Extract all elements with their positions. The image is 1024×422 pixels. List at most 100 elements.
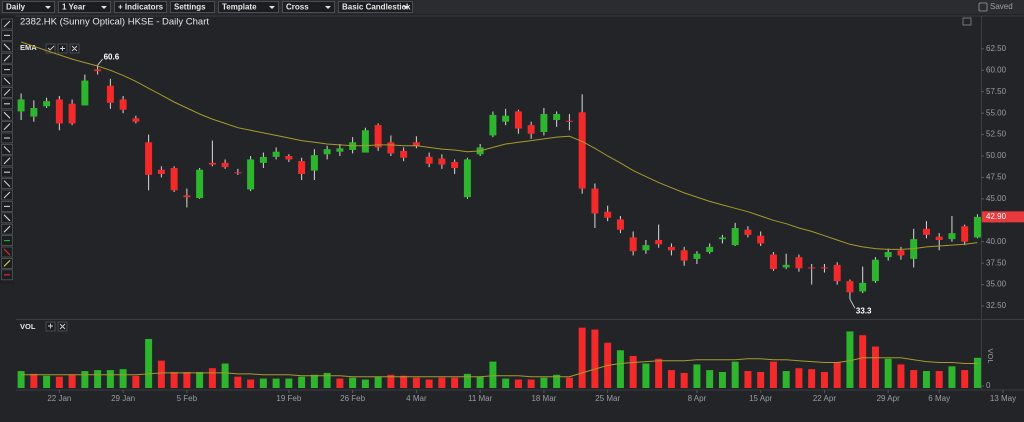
candle-body bbox=[298, 161, 306, 174]
volume-bar bbox=[616, 350, 624, 388]
volume-bar bbox=[629, 355, 637, 388]
button-frame bbox=[218, 1, 279, 13]
candle-body bbox=[884, 252, 892, 258]
volume-bar bbox=[310, 374, 318, 388]
volume-bar bbox=[336, 378, 344, 388]
indicator-controls[interactable] bbox=[45, 43, 80, 54]
save-icon bbox=[978, 2, 988, 12]
candle-body bbox=[30, 108, 38, 117]
volume-bar bbox=[948, 366, 956, 388]
volume-bar bbox=[476, 376, 484, 388]
volume-bar bbox=[540, 377, 548, 388]
candle-body bbox=[795, 257, 803, 269]
volume-bar bbox=[400, 375, 408, 388]
x-tick-label: 29 Apr bbox=[877, 394, 900, 403]
candle-body bbox=[489, 114, 497, 136]
volume-bar bbox=[247, 379, 255, 388]
toolbar-button[interactable]: Template bbox=[218, 1, 279, 13]
candle-body bbox=[565, 120, 573, 122]
toolbar-button[interactable]: Basic Candlestick bbox=[338, 1, 413, 13]
candle-body bbox=[897, 250, 905, 256]
volume-bar bbox=[769, 361, 777, 388]
candle-body bbox=[629, 237, 637, 252]
button-frame bbox=[170, 1, 215, 13]
candle-body bbox=[514, 111, 522, 129]
candle-body bbox=[387, 142, 395, 154]
candle-body bbox=[361, 130, 369, 153]
volume-bar bbox=[502, 378, 510, 388]
annotation-leader bbox=[849, 298, 856, 309]
volume-bar bbox=[731, 361, 739, 388]
last-price-tag bbox=[982, 211, 1024, 223]
volume-bar bbox=[349, 377, 357, 388]
volume-controls[interactable] bbox=[45, 321, 68, 332]
volume-bar bbox=[782, 371, 790, 388]
candle-body bbox=[68, 103, 76, 124]
y-tick-label: 35.00 bbox=[986, 280, 1007, 289]
candle-body bbox=[769, 254, 777, 270]
dropdown-arrow bbox=[269, 6, 275, 9]
annotation-label: 60.6 bbox=[104, 52, 120, 61]
x-tick-label: 15 Apr bbox=[749, 394, 772, 403]
candle-body bbox=[578, 112, 586, 189]
volume-bar bbox=[680, 372, 688, 388]
toolbar-button[interactable]: + Indicators bbox=[114, 1, 167, 13]
candle-body bbox=[157, 169, 165, 174]
volume-bar bbox=[81, 371, 89, 388]
candle-body bbox=[553, 114, 561, 120]
candle-body bbox=[336, 148, 344, 152]
candle-body bbox=[706, 246, 714, 252]
volume-bar bbox=[387, 374, 395, 388]
volume-bar bbox=[438, 377, 446, 388]
volume-bar bbox=[859, 335, 867, 388]
volume-bar bbox=[221, 363, 229, 388]
volume-bar bbox=[910, 370, 918, 388]
volume-bar bbox=[973, 357, 981, 388]
candle-body bbox=[591, 188, 599, 214]
tool-icon bbox=[3, 123, 11, 130]
x-tick-label: 4 Mar bbox=[406, 394, 427, 403]
volume-bar bbox=[489, 361, 497, 388]
button-frame bbox=[2, 1, 55, 13]
candle-body bbox=[94, 69, 102, 72]
volume-bar bbox=[718, 371, 726, 388]
volume-bar bbox=[323, 372, 331, 388]
volume-axis-title: VOL bbox=[986, 348, 995, 363]
y-tick-label: 47.50 bbox=[986, 173, 1007, 182]
volume-label[interactable]: VOL bbox=[20, 322, 36, 331]
volume-bar bbox=[935, 371, 943, 388]
toolbar-button[interactable]: Settings bbox=[170, 1, 215, 13]
save-status: Saved bbox=[990, 2, 1013, 11]
button-label: Template bbox=[222, 3, 257, 12]
y-tick-label: 52.50 bbox=[986, 130, 1007, 139]
toolbar-button[interactable]: 1 Year bbox=[58, 1, 111, 13]
candle-body bbox=[540, 114, 548, 132]
volume-bar bbox=[642, 363, 650, 388]
button-label: Cross bbox=[286, 3, 309, 12]
y-tick-label: 55.00 bbox=[986, 108, 1007, 117]
volume-bar bbox=[655, 358, 663, 388]
candle-body bbox=[119, 99, 127, 110]
x-tick-label: 22 Jan bbox=[47, 394, 71, 403]
volume-bar bbox=[30, 373, 38, 388]
tool-icon bbox=[3, 214, 11, 222]
candle-body bbox=[323, 149, 331, 155]
volume-bar bbox=[132, 375, 140, 388]
candle-body bbox=[744, 229, 752, 235]
candle-body bbox=[285, 156, 293, 160]
y-tick-label: 37.50 bbox=[986, 258, 1007, 267]
tool-icon bbox=[3, 111, 11, 119]
indicator-label[interactable]: EMA bbox=[20, 43, 37, 52]
volume-bar bbox=[706, 370, 714, 388]
toolbar-button[interactable]: Cross bbox=[282, 1, 335, 13]
candle-body bbox=[846, 281, 854, 293]
chart-title: 2382.HK (Sunny Optical) HKSE - Daily Cha… bbox=[20, 17, 209, 28]
volume-bar bbox=[43, 375, 51, 388]
x-tick-label: 5 Feb bbox=[177, 394, 198, 403]
candle-body bbox=[527, 125, 535, 134]
candle-body bbox=[234, 172, 242, 174]
toolbar-button[interactable]: Daily bbox=[2, 1, 55, 13]
candle-body bbox=[859, 282, 867, 292]
drawing-tools bbox=[0, 16, 14, 284]
candle-body bbox=[731, 228, 739, 246]
